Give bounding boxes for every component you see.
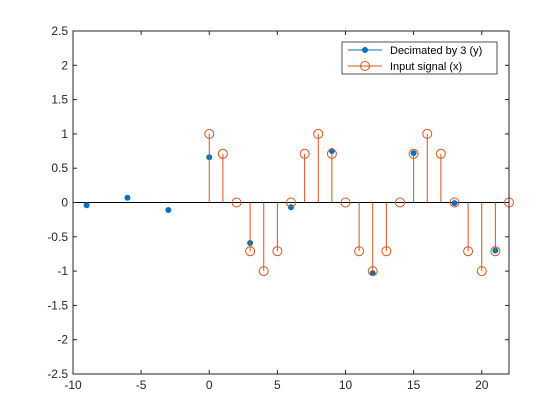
data-point	[299, 148, 310, 159]
data-point	[245, 246, 256, 257]
data-point	[313, 128, 324, 139]
data-point	[435, 148, 446, 159]
data-point	[490, 246, 501, 257]
data-point	[410, 150, 417, 157]
legend-marker-decimated	[362, 47, 368, 53]
data-point	[369, 270, 376, 277]
data-point	[381, 246, 392, 257]
data-point	[217, 148, 228, 159]
data-point	[354, 246, 365, 257]
x-tick-label: 0	[206, 378, 213, 392]
y-tick-label: -0.5	[47, 230, 68, 244]
y-tick-label: 1.5	[51, 93, 68, 107]
y-tick-label: -2.5	[47, 367, 68, 381]
data-point	[272, 246, 283, 257]
data-point	[408, 148, 419, 159]
data-point	[367, 266, 378, 277]
y-tick-label: 0.5	[51, 161, 68, 175]
x-tick-label: -10	[64, 378, 82, 392]
data-point	[258, 266, 269, 277]
data-point	[476, 266, 487, 277]
data-point	[449, 197, 460, 208]
data-point	[422, 128, 433, 139]
legend-label-input: Input signal (x)	[390, 61, 462, 73]
legend-label-decimated: Decimated by 3 (y)	[390, 45, 482, 57]
series-1	[204, 128, 514, 277]
x-tick-label: 10	[339, 378, 353, 392]
data-point	[340, 197, 351, 208]
y-tick-label: 1	[61, 127, 68, 141]
data-point	[326, 148, 337, 159]
y-tick-label: -1	[57, 264, 68, 278]
data-point	[204, 128, 215, 139]
data-point	[395, 197, 405, 208]
data-point	[83, 202, 90, 209]
data-point	[286, 197, 296, 208]
x-tick-label: -5	[136, 378, 147, 392]
x-tick-label: 5	[274, 378, 281, 392]
data-point	[165, 207, 172, 214]
y-tick-label: -1.5	[47, 298, 68, 312]
data-point	[231, 197, 242, 208]
legend-box	[341, 41, 498, 75]
data-point	[451, 200, 458, 207]
y-tick-label: -2	[57, 333, 68, 347]
legend: Decimated by 3 (y) Input signal (x)	[341, 41, 498, 75]
y-tick-label: 2.5	[51, 24, 68, 38]
x-tick-label: 20	[475, 378, 489, 392]
data-point	[124, 194, 131, 201]
y-tick-label: 0	[61, 196, 68, 210]
legend-marker-input	[360, 61, 370, 71]
x-tick-label: 15	[407, 378, 421, 392]
y-tick-label: 2	[61, 58, 68, 72]
data-point	[463, 246, 474, 257]
